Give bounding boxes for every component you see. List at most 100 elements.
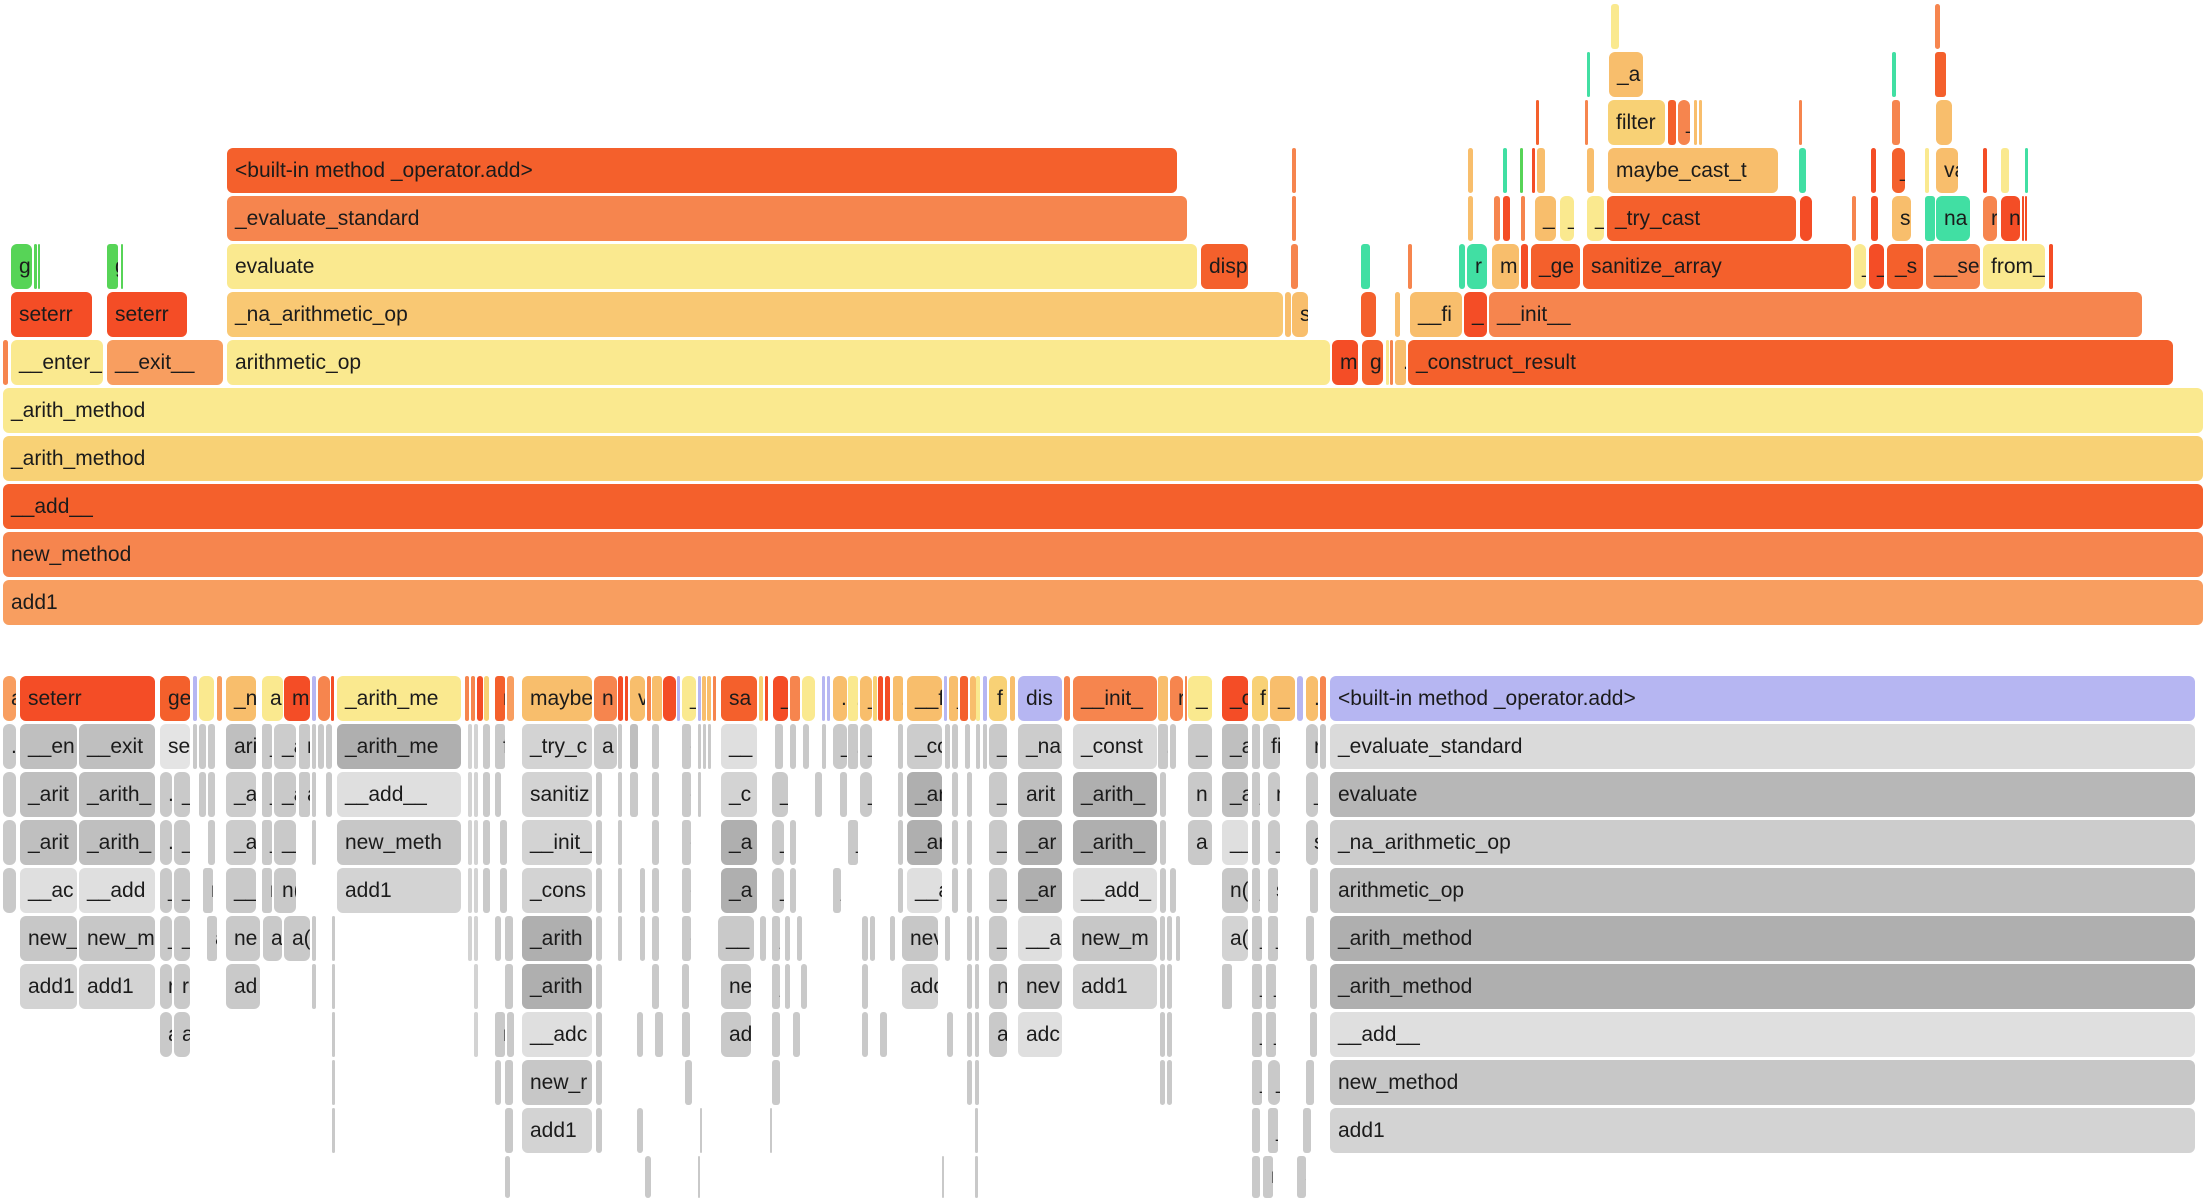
flame-frame[interactable]: dis xyxy=(1018,676,1062,721)
flame-frame[interactable] xyxy=(596,916,602,961)
flame-frame[interactable]: _ xyxy=(262,724,272,769)
flame-frame[interactable]: a xyxy=(862,1012,868,1057)
flame-frame[interactable]: _arith_ xyxy=(1073,820,1157,865)
flame-frame[interactable]: . xyxy=(495,916,501,961)
flame-frame[interactable] xyxy=(1167,1012,1172,1057)
flame-frame[interactable]: a( xyxy=(284,916,310,961)
flame-frame[interactable]: f xyxy=(1252,676,1268,721)
flame-frame[interactable]: . xyxy=(898,820,903,865)
flame-frame[interactable]: a xyxy=(263,916,282,961)
flame-frame[interactable]: r xyxy=(1303,1108,1311,1153)
flame-frame[interactable]: _na_arithmetic_op xyxy=(1330,820,2195,865)
flame-frame[interactable]: __ac xyxy=(20,868,77,913)
flame-frame[interactable] xyxy=(967,1012,972,1057)
flame-frame[interactable]: _ge xyxy=(1531,244,1580,289)
flame-frame[interactable]: _c xyxy=(1222,676,1248,721)
flame-frame[interactable] xyxy=(1167,1060,1172,1105)
flame-frame[interactable]: . xyxy=(652,964,659,1009)
flame-frame[interactable] xyxy=(468,724,472,769)
flame-frame[interactable]: . xyxy=(952,772,958,817)
flame-frame[interactable] xyxy=(790,676,800,721)
flame-frame[interactable] xyxy=(312,724,316,769)
flame-frame[interactable]: __a xyxy=(1018,916,1062,961)
flame-frame[interactable]: _arith xyxy=(522,916,592,961)
flame-frame[interactable]: __add xyxy=(79,868,155,913)
flame-frame[interactable] xyxy=(640,916,645,961)
flame-frame[interactable]: _ xyxy=(174,916,190,961)
flame-frame[interactable]: . xyxy=(505,964,513,1009)
flame-frame[interactable]: _s xyxy=(1887,244,1923,289)
flame-frame[interactable] xyxy=(1503,148,1507,193)
flame-frame[interactable]: . xyxy=(483,772,490,817)
flame-frame[interactable] xyxy=(474,724,478,769)
flame-frame[interactable] xyxy=(708,724,711,769)
flame-frame[interactable] xyxy=(312,916,316,961)
flame-frame[interactable] xyxy=(1871,196,1878,241)
flame-frame[interactable]: _construct_result xyxy=(1408,340,2173,385)
flame-frame[interactable]: _ xyxy=(772,820,784,865)
flame-frame[interactable]: maybe_cast_t xyxy=(1608,148,1778,193)
flame-frame[interactable]: __add_ xyxy=(1073,868,1157,913)
flame-frame[interactable] xyxy=(702,676,706,721)
flame-frame[interactable]: n xyxy=(989,964,1007,1009)
flame-frame[interactable]: . xyxy=(682,964,689,1009)
flame-frame[interactable]: . xyxy=(785,964,790,1009)
flame-frame[interactable]: add1 xyxy=(337,868,461,913)
flame-frame[interactable] xyxy=(967,820,972,865)
flame-frame[interactable] xyxy=(471,676,475,721)
flame-frame[interactable]: s xyxy=(1306,820,1318,865)
flame-frame[interactable]: _ar xyxy=(907,772,942,817)
flame-frame[interactable]: ne xyxy=(721,964,751,1009)
flame-frame[interactable]: _arith_me xyxy=(337,676,461,721)
flame-frame[interactable] xyxy=(975,916,979,961)
flame-frame[interactable]: a xyxy=(880,1012,887,1057)
flame-frame[interactable]: _ xyxy=(682,676,696,721)
flame-frame[interactable]: seterr xyxy=(11,292,92,337)
flame-frame[interactable] xyxy=(312,676,316,721)
flame-frame[interactable]: . xyxy=(652,772,659,817)
flame-frame[interactable]: r xyxy=(174,964,190,1009)
flame-frame[interactable]: r xyxy=(160,964,172,1009)
flame-frame[interactable]: _arith_ xyxy=(79,820,155,865)
flame-frame[interactable]: _ xyxy=(174,772,190,817)
flame-frame[interactable]: a xyxy=(3,676,16,721)
flame-frame[interactable]: sanitiz xyxy=(522,772,592,817)
flame-frame[interactable]: . xyxy=(898,868,903,913)
flame-frame[interactable]: r xyxy=(1306,724,1318,769)
flame-frame[interactable] xyxy=(822,724,826,769)
flame-frame[interactable] xyxy=(618,820,622,865)
flame-frame[interactable]: <built-in method _operator.add> xyxy=(1330,676,2195,721)
flame-frame[interactable] xyxy=(1320,676,1326,721)
flame-frame[interactable] xyxy=(1936,100,1952,145)
flame-frame[interactable]: ad xyxy=(721,1012,751,1057)
flame-frame[interactable]: . xyxy=(952,724,958,769)
flame-frame[interactable] xyxy=(677,676,680,721)
flame-frame[interactable] xyxy=(474,1012,478,1057)
flame-frame[interactable]: . xyxy=(1306,916,1314,961)
flame-frame[interactable] xyxy=(645,1156,651,1198)
flame-frame[interactable]: . xyxy=(785,916,790,961)
flame-frame[interactable] xyxy=(1799,100,1802,145)
flame-frame[interactable]: fi xyxy=(1263,724,1280,769)
flame-frame[interactable]: . xyxy=(208,772,215,817)
flame-frame[interactable]: _ xyxy=(1869,244,1884,289)
flame-frame[interactable]: new_r xyxy=(522,1060,592,1105)
flame-frame[interactable] xyxy=(1585,100,1588,145)
flame-frame[interactable]: m xyxy=(1268,772,1280,817)
flame-frame[interactable]: g xyxy=(107,244,118,289)
flame-frame[interactable] xyxy=(713,676,716,721)
flame-frame[interactable] xyxy=(1291,244,1298,289)
flame-frame[interactable] xyxy=(1852,196,1856,241)
flame-frame[interactable]: __f xyxy=(907,676,942,721)
flame-frame[interactable]: . xyxy=(790,724,796,769)
flame-frame[interactable]: __add__ xyxy=(1330,1012,2195,1057)
flame-frame[interactable] xyxy=(596,1108,602,1153)
flame-frame[interactable] xyxy=(1361,292,1376,337)
flame-frame[interactable]: add1 xyxy=(522,1108,592,1153)
flame-frame[interactable]: __add__ xyxy=(337,772,461,817)
flame-frame[interactable]: _ xyxy=(772,916,780,961)
flame-frame[interactable] xyxy=(618,916,622,961)
flame-frame[interactable]: _arith_ xyxy=(79,772,155,817)
flame-frame[interactable]: . xyxy=(848,676,858,721)
flame-frame[interactable]: __exit xyxy=(79,724,155,769)
